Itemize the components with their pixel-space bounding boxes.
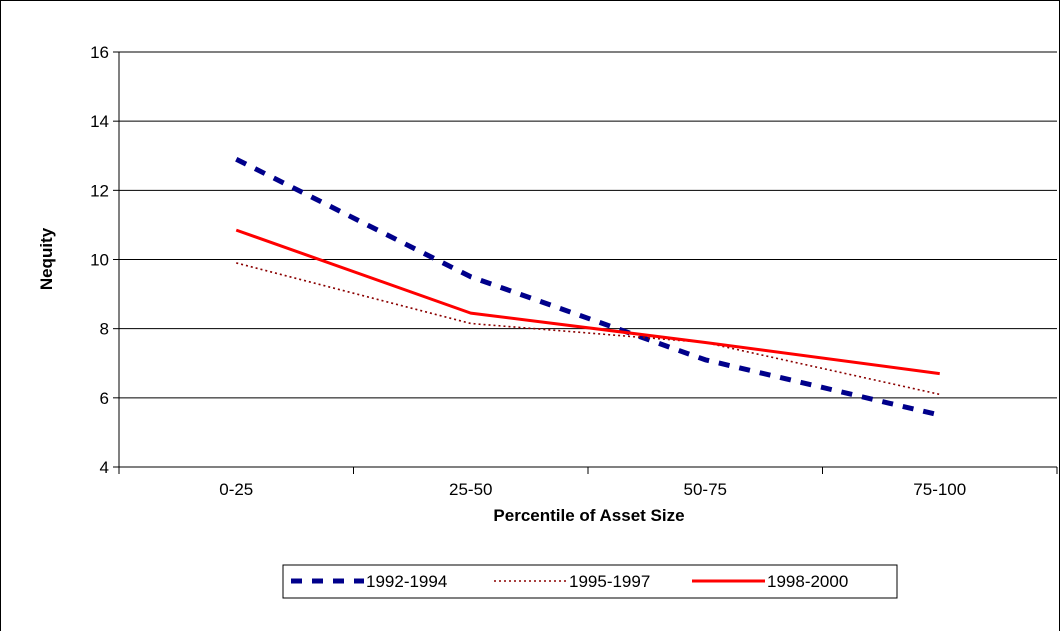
x-tick-label: 75-100	[913, 480, 966, 499]
y-tick-label: 4	[100, 458, 109, 477]
x-tick-label: 50-75	[684, 480, 727, 499]
series-line-1995-1997	[236, 262, 940, 396]
grid-lines	[119, 51, 1057, 399]
y-axis-title: Nequity	[37, 227, 56, 290]
legend-label: 1995-1997	[569, 572, 650, 591]
axes	[113, 51, 1058, 474]
x-tick-label: 0-25	[219, 480, 253, 499]
y-tick-label: 10	[90, 251, 109, 270]
series-lines	[235, 156, 941, 418]
legend: 1992-1994 1995-1997 1998-2000	[282, 564, 898, 599]
y-tick-labels: 4 6 8 10 12 14 16	[90, 43, 109, 477]
y-tick-label: 12	[90, 181, 109, 200]
legend-box	[282, 564, 898, 599]
y-tick-label: 8	[100, 320, 109, 339]
series-line-1992-1994	[235, 156, 941, 418]
legend-label: 1992-1994	[366, 572, 447, 591]
x-axis-title: Percentile of Asset Size	[493, 506, 684, 525]
x-tick-labels: 0-25 25-50 50-75 75-100	[219, 480, 966, 499]
y-tick-label: 14	[90, 112, 109, 131]
y-tick-label: 16	[90, 43, 109, 62]
legend-label: 1998-2000	[767, 572, 848, 591]
x-tick-label: 25-50	[449, 480, 492, 499]
y-tick-label: 6	[100, 389, 109, 408]
series-line-1998-2000	[235, 228, 940, 376]
